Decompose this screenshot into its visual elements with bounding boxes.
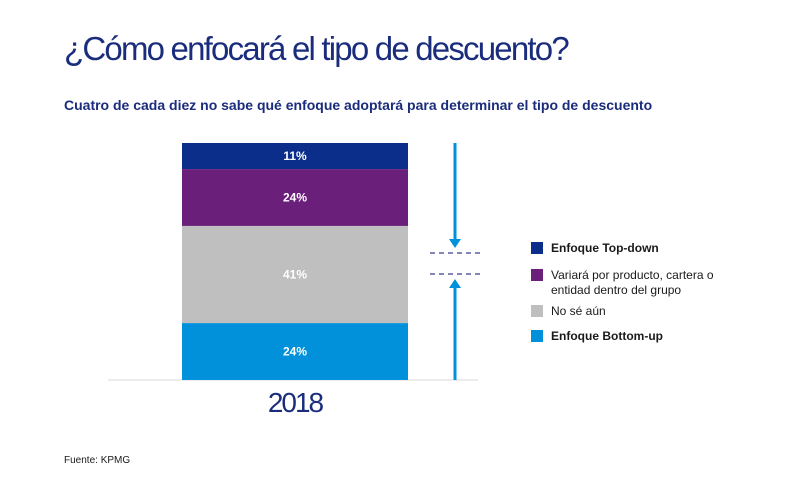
legend-item-bottom-up: Enfoque Bottom-up [531, 329, 721, 344]
data-label-var: 24% [283, 191, 307, 205]
arrow-up-head-icon [449, 279, 461, 288]
legend-label-no-se-aun: No sé aún [551, 304, 606, 318]
chart-subtitle: Cuatro de cada diez no sabe qué enfoque … [64, 97, 653, 113]
bar-segment-ns [182, 225, 408, 324]
legend-label-top-down: Enfoque Top-down [551, 241, 659, 255]
legend-item-no-se-aun: No sé aún [531, 304, 721, 319]
chart-title: ¿Cómo enfocará el tipo de descuento? [64, 30, 570, 67]
data-label-bot: 24% [283, 345, 307, 359]
category-label: 2018 [268, 387, 324, 418]
source-note: Fuente: KPMG [64, 455, 131, 466]
legend-item-variara: Variará por producto, cartera o entidad … [531, 268, 721, 298]
legend-label-bottom-up: Enfoque Bottom-up [551, 329, 663, 343]
bar-segment-var [182, 169, 408, 226]
legend-swatch-variara [531, 269, 543, 281]
data-label-ns: 41% [283, 268, 307, 282]
bar-segment-bot [182, 323, 408, 380]
legend-label-variara: Variará por producto, cartera o entidad … [551, 268, 714, 297]
legend-item-top-down: Enfoque Top-down [531, 241, 721, 256]
legend-swatch-no-se-aun [531, 305, 543, 317]
legend-swatch-top-down [531, 242, 543, 254]
bar-segment-top [182, 143, 408, 170]
legend-swatch-bottom-up [531, 330, 543, 342]
data-label-top: 11% [283, 149, 307, 163]
arrow-down-head-icon [449, 239, 461, 248]
